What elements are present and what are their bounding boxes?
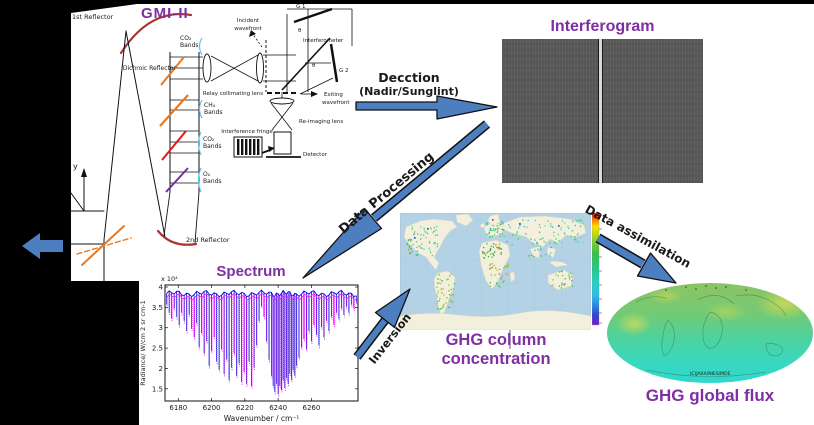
y-tick-label: 3: [159, 324, 163, 332]
ch4-label-1: CH₄: [204, 102, 216, 109]
dichroic-mirror-co2b: [161, 130, 187, 161]
ghg-flux-globe: (C)JAXA/NIES/MOE: [606, 282, 814, 384]
reimaging-lens-label: Re-imaging lens: [299, 119, 343, 125]
x-tick-label: 6200: [203, 404, 221, 412]
globe-coastlines: [635, 294, 787, 377]
dichroic-mirror-main: [159, 94, 189, 127]
detector-box: [273, 131, 292, 155]
dichroic-mirror-co2: [160, 56, 185, 86]
y-tick-label: 2: [159, 365, 163, 373]
theta1-label: θ: [298, 28, 302, 34]
blue-baseline: [166, 289, 357, 298]
theta2-label: θ: [312, 63, 316, 69]
co2-top-label-2: Bands: [180, 42, 199, 49]
interferogram-title: Interferogram: [550, 18, 655, 35]
co2-mid-label-2: Bands: [203, 143, 222, 150]
incident-label-2: wavefront: [234, 26, 262, 32]
gmi-title: GMI-II: [141, 5, 189, 22]
globe-credit: (C)JAXA/NIES/MOE: [690, 371, 731, 377]
telescope-schematic: 1st Reflector 2nd Reflector y: [70, 13, 230, 282]
x-axis-label: Wavenumber / cm⁻¹: [224, 414, 300, 423]
detector-label: Detector: [303, 152, 328, 158]
first-reflector-label: 1st Reflector: [72, 13, 114, 21]
interferogram-panel: [502, 39, 703, 183]
second-reflector-mirror: [156, 229, 198, 246]
y-tick-label: 4: [159, 284, 164, 292]
interferometer-schematic: Incident wavefront G 1 θ Interferometer …: [234, 4, 353, 106]
scan-mirror-tilted: [76, 237, 132, 255]
second-reflector-label: 2nd Reflector: [186, 236, 230, 244]
y-tick-label: 3.5: [152, 304, 163, 312]
fringe-label: Interference fringe: [221, 129, 273, 135]
band-ladder: CO₂ Bands CH₄ Bands CO₂ Bands O₂ Bands D…: [123, 35, 223, 244]
globe-top-specks: [665, 285, 747, 291]
ghg-column-title: GHG column concentration: [441, 331, 551, 368]
x-tick-label: 6180: [169, 404, 187, 412]
colorbar: [592, 212, 606, 326]
detector-assembly: Re-imaging lens Detector: [266, 92, 343, 158]
co2-mid-label-1: CO₂: [203, 136, 215, 143]
grating2-line: [329, 43, 339, 83]
incident-arrowhead: [249, 30, 256, 37]
y-axis-arrowhead: [81, 168, 87, 177]
scale-label: x 10⁴: [161, 275, 178, 283]
colorbar-gradient: [592, 212, 600, 326]
relay-lens-label: Relay collimating lens: [203, 91, 263, 97]
y-axis-label: y: [73, 162, 78, 171]
ghg-column-map: [400, 213, 591, 330]
exiting-arrowhead: [311, 91, 318, 97]
scan-direction-arrow: [22, 233, 63, 259]
spectrum-chart: 6180 6200 6220 6240 6260 1.5 2 2.5 3 3.5 4x 10⁴ Wav…: [139, 275, 359, 423]
y-axis-label: Radiance/ W/cm 2 sr cm-1: [139, 300, 147, 386]
fringe-arrowhead: [268, 146, 275, 152]
fringe-box: Interference fringe: [221, 129, 275, 158]
band-braces: [197, 37, 203, 193]
exiting-label-1: Exiting: [324, 92, 343, 98]
scan-mirror: [81, 225, 125, 266]
grating2-label: G 2: [339, 68, 349, 74]
spectrum-title: Spectrum: [216, 263, 286, 280]
x-tick-label: 6260: [302, 404, 320, 412]
beamsplitter-line: [281, 37, 331, 91]
o2-label-2: Bands: [203, 178, 222, 185]
grating1-line: [293, 7, 333, 24]
colorbar-ticks: [599, 214, 602, 324]
interferogram-zpd-line: [598, 39, 603, 183]
beam-expander: Relay collimating lens: [202, 52, 296, 97]
o2-label-1: O₂: [203, 171, 211, 178]
y-tick-label: 2.5: [152, 345, 163, 353]
interferometer-label: Interferometer: [303, 38, 344, 44]
x-tick-label: 6240: [269, 404, 287, 412]
dichroic-label: Dichroic Reflector: [123, 65, 177, 72]
ch4-label-2: Bands: [204, 109, 223, 116]
grating1-label: G 1: [296, 4, 306, 10]
x-tick-label: 6220: [236, 404, 254, 412]
co2-top-label-1: CO₂: [180, 35, 192, 42]
dichroic-mirror-o2: [165, 167, 189, 193]
fringe-stripes: [237, 139, 260, 155]
exiting-label-2: wavefront: [322, 100, 350, 106]
first-reflector-mirror: [119, 13, 193, 55]
map-scatter-dots: [406, 219, 584, 311]
ladder-rungs: [170, 56, 203, 184]
y-tick-label: 1.5: [152, 385, 163, 393]
ghg-flux-title: GHG global flux: [645, 386, 775, 405]
incident-label-1: Incident: [237, 18, 260, 24]
magenta-baseline: [166, 292, 357, 301]
